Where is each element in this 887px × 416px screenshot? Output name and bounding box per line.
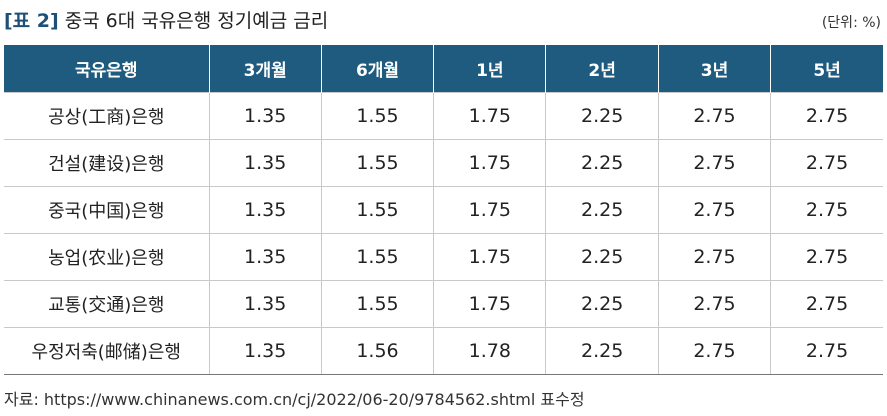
rate-cell: 1.75: [433, 280, 546, 328]
table-row: 우정저축(邮储)은행 1.35 1.56 1.78 2.25 2.75 2.75: [4, 327, 883, 375]
table-row: 중국(中国)은행 1.35 1.55 1.75 2.25 2.75 2.75: [4, 186, 883, 234]
rate-cell: 1.55: [320, 139, 434, 187]
rate-cell: 1.35: [208, 92, 322, 140]
table-row: 건설(建设)은행 1.35 1.55 1.75 2.25 2.75 2.75: [4, 139, 883, 187]
bank-name: 건설(建设)은행: [4, 139, 209, 187]
source: 자료: https://www.chinanews.com.cn/cj/2022…: [4, 390, 585, 409]
rate-cell: 2.75: [770, 233, 883, 281]
rate-cell: 2.75: [657, 280, 771, 328]
rate-cell: 1.35: [208, 327, 322, 375]
column-header: 2년: [545, 45, 659, 93]
rate-cell: 2.75: [657, 233, 771, 281]
rate-cell: 2.75: [657, 327, 771, 375]
unit: (단위: %): [821, 15, 881, 31]
rate-cell: 2.75: [770, 280, 883, 328]
rate-cell: 2.25: [545, 233, 659, 281]
rate-cell: 1.35: [208, 233, 322, 281]
rate-cell: 1.55: [320, 92, 434, 140]
table-body: 공상(工商)은행 1.35 1.55 1.75 2.25 2.75 2.75 건설(建设)은행…: [4, 92, 883, 375]
rate-cell: 1.56: [320, 327, 434, 375]
rate-cell: 2.75: [770, 92, 883, 140]
column-header: 5년: [770, 45, 883, 93]
rate-cell: 2.75: [770, 186, 883, 234]
bank-name: 중국(中国)은행: [4, 186, 209, 234]
rate-cell: 2.75: [657, 92, 771, 140]
column-header: 1년: [433, 45, 546, 93]
column-header: 3개월: [208, 45, 322, 93]
rate-cell: 2.75: [770, 327, 883, 375]
rate-cell: 2.25: [545, 92, 659, 140]
rate-cell: 2.25: [545, 280, 659, 328]
rate-table: 국유은행 3개월 6개월 1년 2년 3년 5년 공상(工商)은행 1.35 1.55 1.75 2…: [4, 45, 883, 375]
rate-cell: 2.75: [770, 139, 883, 187]
rate-cell: 1.78: [433, 327, 546, 375]
table-label: [표 2]: [4, 10, 59, 32]
rate-cell: 1.75: [433, 186, 546, 234]
column-header: 6개월: [320, 45, 434, 93]
rate-cell: 1.35: [208, 280, 322, 328]
column-header: 국유은행: [4, 45, 209, 93]
rate-cell: 1.55: [320, 233, 434, 281]
rate-cell: 2.75: [657, 139, 771, 187]
bank-name: 우정저축(邮储)은행: [4, 327, 209, 375]
rate-cell: 1.55: [320, 280, 434, 328]
bank-name: 농업(农业)은행: [4, 233, 209, 281]
column-header: 3년: [657, 45, 771, 93]
table-row: 공상(工商)은행 1.35 1.55 1.75 2.25 2.75 2.75: [4, 92, 883, 140]
rate-cell: 1.35: [208, 186, 322, 234]
title: [표 2] 중국 6대 국유은행 정기예금 금리: [4, 6, 328, 33]
rate-cell: 1.75: [433, 92, 546, 140]
rate-cell: 2.25: [545, 139, 659, 187]
rate-cell: 2.75: [657, 186, 771, 234]
table-row: 교통(交通)은행 1.35 1.55 1.75 2.25 2.75 2.75: [4, 280, 883, 328]
rate-cell: 2.25: [545, 327, 659, 375]
header-row: 국유은행 3개월 6개월 1년 2년 3년 5년: [4, 45, 883, 93]
rate-cell: 1.35: [208, 139, 322, 187]
table-head: 국유은행 3개월 6개월 1년 2년 3년 5년: [4, 45, 883, 93]
table-row: 농업(农业)은행 1.35 1.55 1.75 2.25 2.75 2.75: [4, 233, 883, 281]
rate-cell: 1.75: [433, 139, 546, 187]
bank-name: 교통(交通)은행: [4, 280, 209, 328]
rate-cell: 1.55: [320, 186, 434, 234]
bank-name: 공상(工商)은행: [4, 92, 209, 140]
table-title: 중국 6대 국유은행 정기예금 금리: [64, 10, 329, 32]
rate-cell: 2.25: [545, 186, 659, 234]
rate-cell: 1.75: [433, 233, 546, 281]
